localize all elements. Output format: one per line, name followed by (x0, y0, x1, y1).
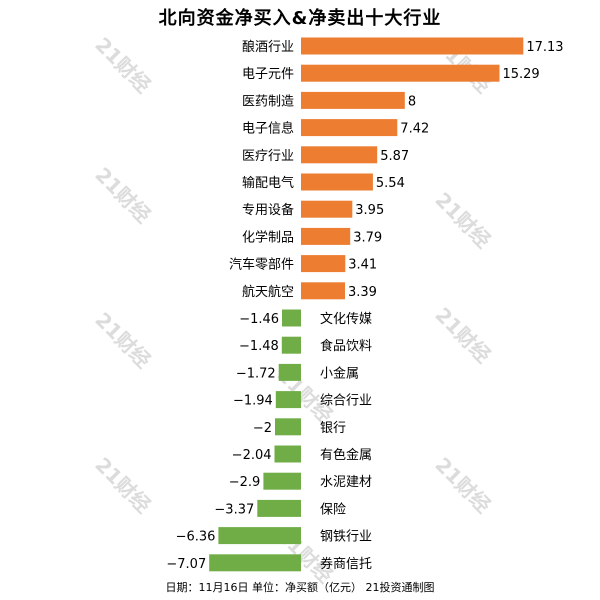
value-label: 3.95 (355, 203, 384, 218)
category-label: 有色金属 (320, 447, 372, 463)
category-label: 电子信息 (242, 121, 294, 137)
value-label: 5.54 (376, 176, 405, 191)
bar-15 (275, 418, 301, 436)
bar-17 (263, 472, 301, 490)
value-label: 17.13 (526, 40, 563, 55)
category-label: 小金属 (320, 365, 359, 381)
value-label: 3.39 (348, 285, 377, 300)
bar-11 (282, 309, 301, 327)
bar-8 (301, 227, 351, 245)
bar-12 (281, 336, 301, 354)
value-label: −1.94 (233, 394, 273, 409)
value-label: −7.07 (166, 557, 206, 572)
category-label: 券商信托 (320, 556, 372, 572)
watermark-text: 21财经 (90, 453, 155, 518)
watermark-text: 21财经 (90, 33, 155, 98)
category-label: 保险 (320, 502, 346, 517)
category-label: 电子元件 (242, 67, 294, 82)
category-label: 航天航空 (242, 284, 294, 300)
value-label: −1.48 (239, 339, 279, 354)
value-label: −6.36 (176, 530, 216, 545)
chart-footer: 日期：11月16日 单位：净买额（亿元） 21投资通制图 (165, 581, 435, 594)
bar-5 (301, 146, 378, 164)
bar-7 (301, 200, 353, 218)
category-label: 水泥建材 (320, 475, 372, 490)
value-label: 15.29 (502, 67, 539, 82)
bar-4 (301, 119, 398, 137)
category-label: 输配电气 (242, 175, 294, 191)
watermark-text: 21财经 (430, 303, 495, 368)
value-label: 7.42 (400, 122, 429, 137)
label-layer: 酿酒行业 17.13 电子元件 15.29 医药制造 8 电子信息 7.42 医疗行业 5.87 输… (166, 39, 563, 572)
bar-16 (274, 445, 301, 463)
bar-3 (301, 91, 405, 109)
value-label: −2.04 (232, 448, 272, 463)
value-label: 3.41 (348, 258, 377, 273)
value-label: −2.9 (229, 475, 261, 490)
value-label: 3.79 (353, 230, 382, 245)
category-label: 文化传媒 (320, 312, 372, 327)
value-label: 5.87 (380, 149, 409, 164)
value-label: −2 (253, 421, 272, 436)
watermark-text: 21财经 (90, 163, 155, 228)
chart-title: 北向资金净买入&净卖出十大行业 (158, 8, 442, 29)
category-label: 医药制造 (242, 94, 294, 109)
value-label: −1.72 (236, 366, 276, 381)
value-label: −1.46 (239, 312, 279, 327)
bar-19 (218, 527, 301, 545)
value-label: −3.37 (214, 502, 254, 517)
bar-13 (278, 363, 301, 381)
bar-layer (209, 37, 524, 572)
watermark-text: 21财经 (430, 453, 495, 518)
category-label: 医疗行业 (242, 149, 294, 164)
bar-2 (301, 64, 500, 82)
bar-10 (301, 282, 345, 300)
bar-18 (257, 499, 301, 517)
watermark-text: 21财经 (90, 308, 155, 373)
bar-6 (301, 173, 373, 191)
value-label: 8 (408, 94, 416, 109)
bar-9 (301, 255, 346, 273)
category-label: 专用设备 (242, 202, 294, 218)
watermark-text: 21财经 (430, 188, 495, 253)
bar-20 (209, 554, 301, 572)
category-label: 综合行业 (320, 394, 372, 409)
category-label: 汽车零部件 (229, 257, 294, 273)
bar-14 (275, 391, 301, 409)
bar-1 (301, 37, 524, 55)
category-label: 食品饮料 (320, 338, 372, 354)
category-label: 钢铁行业 (320, 530, 372, 545)
category-label: 化学制品 (242, 229, 294, 245)
category-label: 银行 (320, 421, 346, 436)
category-label: 酿酒行业 (242, 39, 294, 55)
